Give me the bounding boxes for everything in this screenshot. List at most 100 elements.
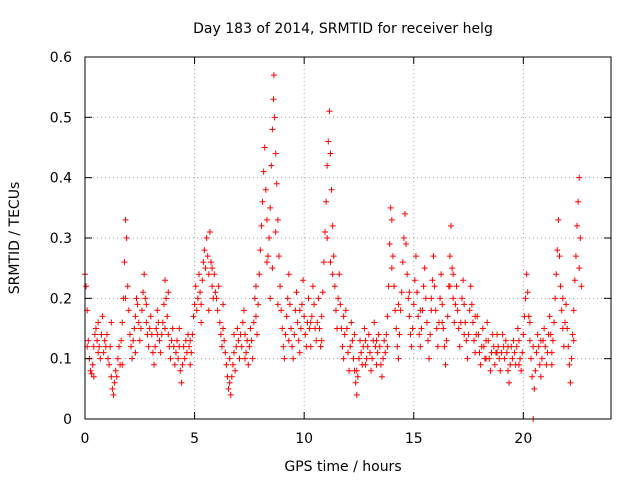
data-point xyxy=(389,253,396,260)
data-point xyxy=(386,241,393,248)
data-point xyxy=(295,337,302,344)
data-point xyxy=(94,337,101,344)
data-point xyxy=(205,307,212,314)
data-point xyxy=(394,343,401,350)
data-point xyxy=(323,198,330,205)
data-point xyxy=(176,325,183,332)
data-point xyxy=(487,367,494,374)
data-point xyxy=(115,343,122,350)
data-point xyxy=(421,265,428,272)
data-point xyxy=(422,295,429,302)
data-point xyxy=(143,301,150,308)
data-point xyxy=(249,355,256,362)
data-point xyxy=(100,349,107,356)
data-point xyxy=(90,373,97,380)
data-point xyxy=(92,325,99,332)
x-tick-label: 0 xyxy=(81,431,90,447)
data-point xyxy=(152,343,159,350)
data-point xyxy=(247,325,254,332)
data-point xyxy=(293,289,300,296)
data-point xyxy=(122,216,129,223)
data-point xyxy=(428,295,435,302)
data-point xyxy=(528,355,535,362)
data-point xyxy=(231,331,238,338)
data-point xyxy=(290,355,297,362)
data-point xyxy=(257,247,264,254)
data-point xyxy=(371,319,378,326)
data-point xyxy=(523,271,530,278)
data-point xyxy=(101,337,108,344)
data-point xyxy=(526,337,533,344)
data-point xyxy=(566,361,573,368)
data-point xyxy=(450,295,457,302)
data-point xyxy=(272,150,279,157)
data-point xyxy=(193,307,200,314)
data-point xyxy=(353,391,360,398)
data-point xyxy=(110,391,117,398)
data-point xyxy=(217,331,224,338)
data-point xyxy=(223,361,230,368)
data-point xyxy=(522,295,529,302)
data-point xyxy=(541,325,548,332)
data-point xyxy=(181,355,188,362)
data-point xyxy=(469,319,476,326)
data-point xyxy=(153,325,160,332)
data-point xyxy=(383,331,390,338)
data-point xyxy=(239,319,246,326)
data-point xyxy=(119,361,126,368)
data-point xyxy=(215,283,222,290)
data-point xyxy=(537,373,544,380)
axis-ticks: 0 0.1 0.2 0.3 0.4 0.5 0.6 0 5 10 15 20 xyxy=(50,50,611,447)
data-point xyxy=(226,379,233,386)
data-point xyxy=(161,325,168,332)
data-point xyxy=(385,283,392,290)
data-point xyxy=(555,216,562,223)
data-point xyxy=(576,174,583,181)
data-point xyxy=(187,337,194,344)
data-point xyxy=(461,331,468,338)
data-point xyxy=(408,343,415,350)
data-point xyxy=(149,349,156,356)
data-point xyxy=(400,235,407,241)
data-point xyxy=(274,301,281,308)
data-point xyxy=(141,271,148,278)
data-point xyxy=(231,349,238,356)
data-point xyxy=(547,331,554,338)
data-point xyxy=(494,331,501,338)
data-point xyxy=(495,343,502,350)
data-point xyxy=(426,355,433,362)
data-point xyxy=(532,367,539,374)
data-point xyxy=(506,379,513,386)
data-point xyxy=(161,277,168,284)
data-point xyxy=(423,319,430,326)
data-point xyxy=(187,361,194,368)
data-point xyxy=(515,337,522,344)
data-point xyxy=(458,295,465,302)
data-point xyxy=(339,343,346,350)
data-point xyxy=(318,313,325,320)
data-point xyxy=(324,162,331,169)
data-point xyxy=(432,307,439,314)
data-point xyxy=(410,301,417,308)
data-point xyxy=(340,355,347,362)
data-point xyxy=(357,337,364,344)
data-point xyxy=(297,325,304,332)
data-point xyxy=(558,307,565,314)
data-point xyxy=(380,355,387,362)
data-point xyxy=(282,331,289,338)
data-point xyxy=(463,337,470,344)
data-point xyxy=(313,337,320,344)
data-point xyxy=(574,222,581,229)
data-point xyxy=(362,337,369,344)
data-point xyxy=(221,337,228,344)
data-point xyxy=(381,337,388,344)
data-point xyxy=(266,235,273,241)
data-point xyxy=(376,343,383,350)
data-point xyxy=(351,331,358,338)
data-point xyxy=(553,271,560,278)
data-point xyxy=(331,283,338,290)
data-point xyxy=(561,319,568,326)
data-point xyxy=(362,361,369,368)
data-point xyxy=(314,319,321,326)
data-point xyxy=(415,313,422,320)
